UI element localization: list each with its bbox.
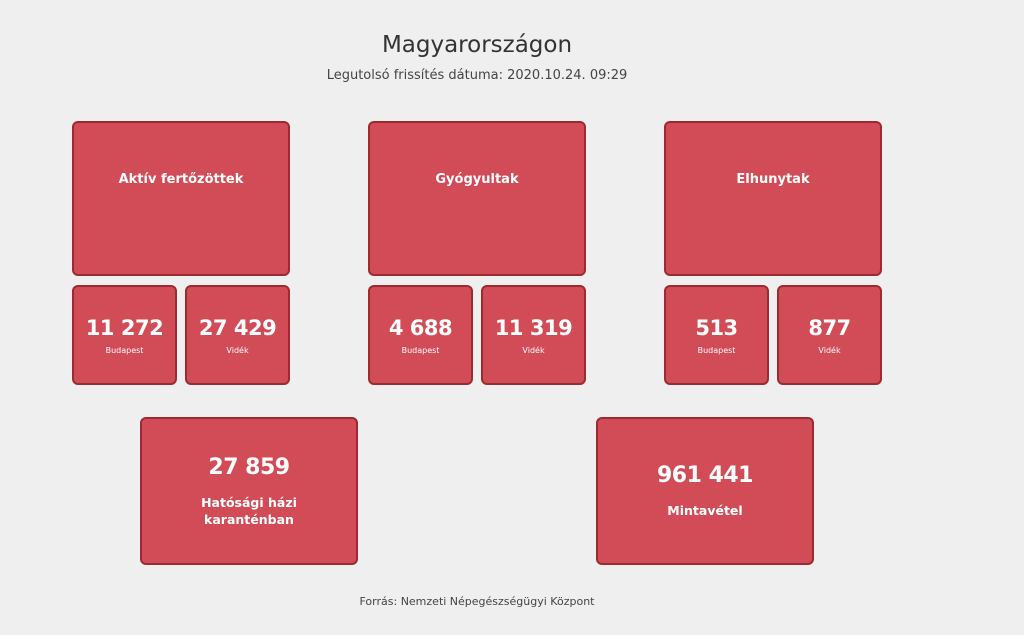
card-deceased-budapest: 513 Budapest [664, 285, 769, 385]
label: Vidék [522, 345, 545, 355]
value: 877 [808, 315, 851, 340]
last-updated: Legutolsó frissítés dátuma: 2020.10.24. … [326, 68, 628, 83]
card-recovered-videk: 11 319 Vidék [481, 285, 586, 385]
value: 961 441 [656, 463, 754, 488]
label: Mintavétel [667, 503, 743, 518]
card-active-videk: 27 429 Vidék [185, 285, 290, 385]
card-title: Elhunytak [736, 172, 810, 187]
label: Budapest [401, 345, 440, 355]
label: Budapest [697, 345, 736, 355]
source-footer: Forrás: Nemzeti Népegészségügyi Központ [359, 595, 595, 608]
card-quarantine: 27 859 Hatósági házi karanténban [140, 417, 358, 565]
card-title: Aktív fertőzöttek [118, 172, 244, 187]
value: 11 319 [494, 315, 573, 340]
value: 27 859 [208, 454, 290, 480]
value: 11 272 [85, 315, 164, 340]
card-recovered-budapest: 4 688 Budapest [368, 285, 473, 385]
card-samples: 961 441 Mintavétel [596, 417, 814, 565]
value: 4 688 [388, 315, 453, 340]
value: 27 429 [198, 315, 277, 340]
card-active-budapest: 11 272 Budapest [72, 285, 177, 385]
value: 513 [695, 315, 738, 340]
card-recovered: Gyógyultak [368, 121, 586, 276]
label: Vidék [818, 345, 841, 355]
label: Vidék [226, 345, 249, 355]
card-deceased-videk: 877 Vidék [777, 285, 882, 385]
card-deceased: Elhunytak [664, 121, 882, 276]
label: Hatósági házi karanténban [201, 494, 297, 527]
card-active-infected: Aktív fertőzöttek [72, 121, 290, 276]
card-title: Gyógyultak [435, 172, 519, 187]
label: Budapest [105, 345, 144, 355]
page-title: Magyarországon [381, 32, 573, 58]
